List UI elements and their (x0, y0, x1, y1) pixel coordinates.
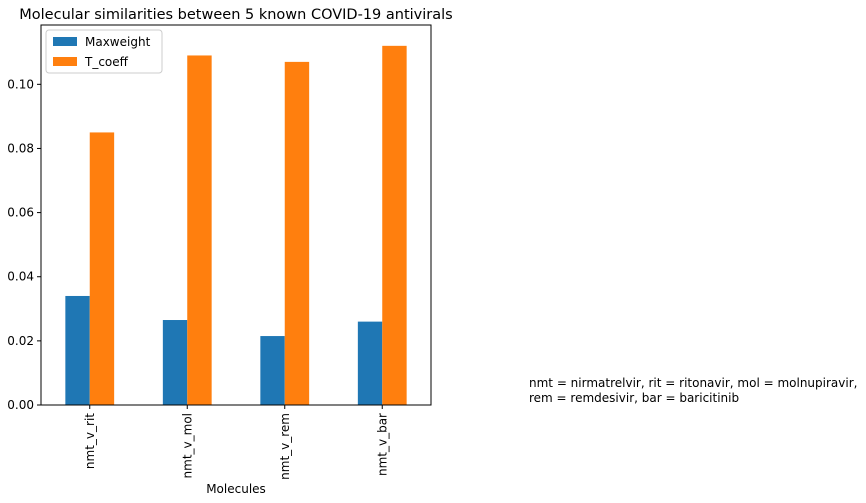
x-axis: nmt_v_rit nmt_v_mol nmt_v_rem nmt_v_bar (83, 405, 389, 480)
legend-label-t-coeff: T_coeff (84, 55, 129, 69)
bar-maxweight-nmt-v-mol (162, 320, 188, 405)
y-axis: 0.00 0.02 0.04 0.06 0.08 0.10 (7, 77, 41, 412)
bar-t-coeff-nmt-v-rit (89, 132, 115, 405)
bar-maxweight-nmt-v-rem (260, 336, 285, 405)
y-tick-label: 0.10 (7, 77, 34, 91)
bar-t-coeff-nmt-v-rem (284, 61, 310, 405)
bar-maxweight-nmt-v-rit (65, 295, 90, 405)
y-tick-label: 0.04 (7, 270, 34, 284)
plot-frame (40, 24, 432, 406)
bar-maxweight-nmt-v-bar (357, 321, 383, 405)
legend: Maxweight T_coeff (45, 29, 163, 74)
bar-t-coeff-nmt-v-bar (382, 45, 407, 406)
note-line-2: rem = remdesivir, bar = baricitinib (529, 391, 739, 405)
legend-swatch-maxweight (53, 37, 77, 46)
abbreviation-note: nmt = nirmatrelvir, rit = ritonavir, mol… (529, 376, 857, 405)
y-tick-label: 0.02 (7, 334, 34, 348)
y-tick-label: 0.08 (7, 141, 34, 155)
x-tick-label-nmt-v-rem: nmt_v_rem (278, 413, 292, 480)
bars-group (65, 45, 407, 406)
y-tick-label: 0.06 (7, 206, 34, 220)
x-tick-label-nmt-v-rit: nmt_v_rit (83, 413, 97, 469)
bar-t-coeff-nmt-v-mol (187, 55, 212, 406)
legend-label-maxweight: Maxweight (85, 35, 151, 49)
chart-title: Molecular similarities between 5 known C… (19, 7, 452, 23)
x-tick-label-nmt-v-mol: nmt_v_mol (180, 413, 194, 478)
x-tick-label-nmt-v-bar: nmt_v_bar (375, 413, 389, 476)
note-line-1: nmt = nirmatrelvir, rit = ritonavir, mol… (529, 376, 857, 390)
legend-swatch-t-coeff (53, 57, 77, 66)
x-axis-label: Molecules (206, 482, 266, 496)
y-tick-label: 0.00 (7, 398, 34, 412)
